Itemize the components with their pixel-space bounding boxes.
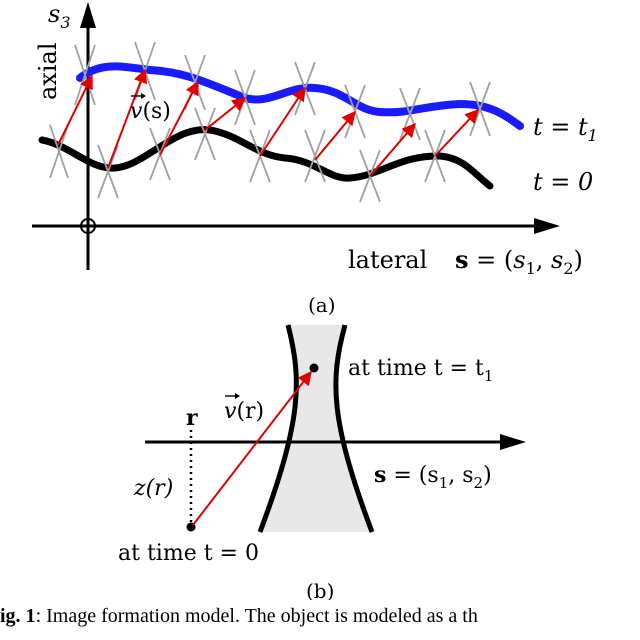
kernel-cross: [344, 84, 366, 139]
displacement-arrow: [159, 80, 199, 156]
figure-canvas: s3 axial: [32, 0, 598, 600]
displacement-arrow: [107, 68, 148, 169]
axis-vertical-arrowhead: [80, 2, 96, 28]
displacement-arrows: [57, 68, 479, 177]
tube-fill: [260, 325, 372, 532]
panel-a: s3 axial: [32, 0, 598, 317]
kernel-cross: [469, 81, 491, 137]
displacement-arrow: [314, 110, 356, 161]
tube-left-boundary: [257, 324, 299, 533]
axis-horizontal-arrowhead: [534, 218, 560, 234]
velocity-label-b: v(r): [224, 399, 264, 424]
tube-right-boundary: [333, 324, 375, 533]
time0-label: at time t = 0: [118, 541, 259, 566]
r-label: r: [186, 405, 198, 431]
point-t1: [309, 363, 319, 373]
displacement-arrow: [434, 108, 479, 157]
curve-t1-label: t = t1: [533, 113, 598, 145]
axis-y-label: s3: [48, 0, 71, 32]
figure-caption: ig. 1: Image formation model. The object…: [0, 600, 640, 640]
caption-text: : Image formation model. The object is m…: [35, 605, 478, 627]
lateral-coords-a: s = (s1, s2): [455, 245, 583, 278]
curve-t1: [76, 62, 524, 130]
kernel-cross: [304, 129, 326, 183]
velocity-vector-head-b: [235, 393, 240, 399]
kernel-cross: [194, 107, 216, 161]
lateral-label: lateral: [348, 246, 427, 274]
panel-a-label: (a): [308, 293, 336, 317]
axial-label: axial: [34, 42, 62, 100]
displacement-arrow: [369, 122, 416, 177]
displacement-arrow-b: [192, 370, 312, 526]
kernel-cross: [97, 144, 119, 199]
displacement-arrow: [259, 86, 306, 157]
velocity-label-a: v(s): [130, 99, 171, 124]
time1-label: at time t = t1: [348, 356, 493, 385]
curve-t0-label: t = 0: [533, 168, 593, 196]
panel-b-label: (b): [306, 579, 334, 600]
panel-b: r z(r) v(r) at time t = t1 at time t = 0…: [118, 324, 526, 600]
displacement-arrow: [57, 74, 93, 146]
axis-horizontal-b-arrowhead: [500, 434, 526, 450]
displacement-arrow: [204, 97, 247, 131]
curve-t0: [38, 126, 494, 190]
kernel-cross: [49, 124, 69, 179]
caption-lead: ig. 1: [0, 605, 36, 627]
lateral-coords-b: s = (s1, s2): [374, 462, 492, 492]
z-label: z(r): [133, 476, 173, 501]
velocity-vector-head-a: [141, 93, 146, 99]
